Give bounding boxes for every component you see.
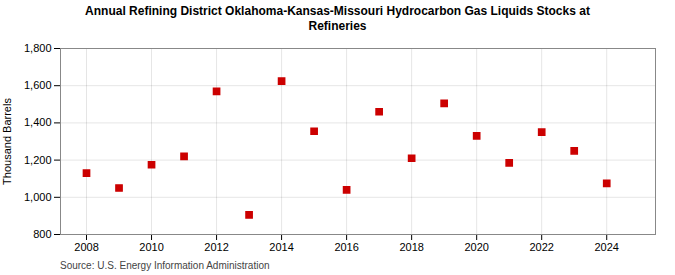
svg-text:1,200: 1,200 [24, 154, 52, 166]
html-text:Annual Refining District Oklah: Annual Refining District Oklahoma-Kansas… [85, 4, 590, 33]
svg-text:2014: 2014 [269, 241, 293, 253]
svg-text:2016: 2016 [334, 241, 358, 253]
svg-text:Thousand Barrels: Thousand Barrels [1, 98, 13, 185]
svg-text:800: 800 [33, 228, 51, 240]
svg-text:2022: 2022 [529, 241, 553, 253]
svg-text:2024: 2024 [594, 241, 618, 253]
svg-text:2012: 2012 [204, 241, 228, 253]
svg-text:1,000: 1,000 [24, 191, 52, 203]
svg-text:2008: 2008 [74, 241, 98, 253]
svg-text:2020: 2020 [464, 241, 488, 253]
svg-text:2010: 2010 [139, 241, 163, 253]
svg-text:1,400: 1,400 [24, 116, 52, 128]
svg-text:1,600: 1,600 [24, 79, 52, 91]
html-text:Source: U.S. Energy Informatio: Source: U.S. Energy Information Administ… [60, 260, 270, 271]
svg-text:2018: 2018 [399, 241, 423, 253]
svg-text:1,800: 1,800 [24, 42, 52, 54]
